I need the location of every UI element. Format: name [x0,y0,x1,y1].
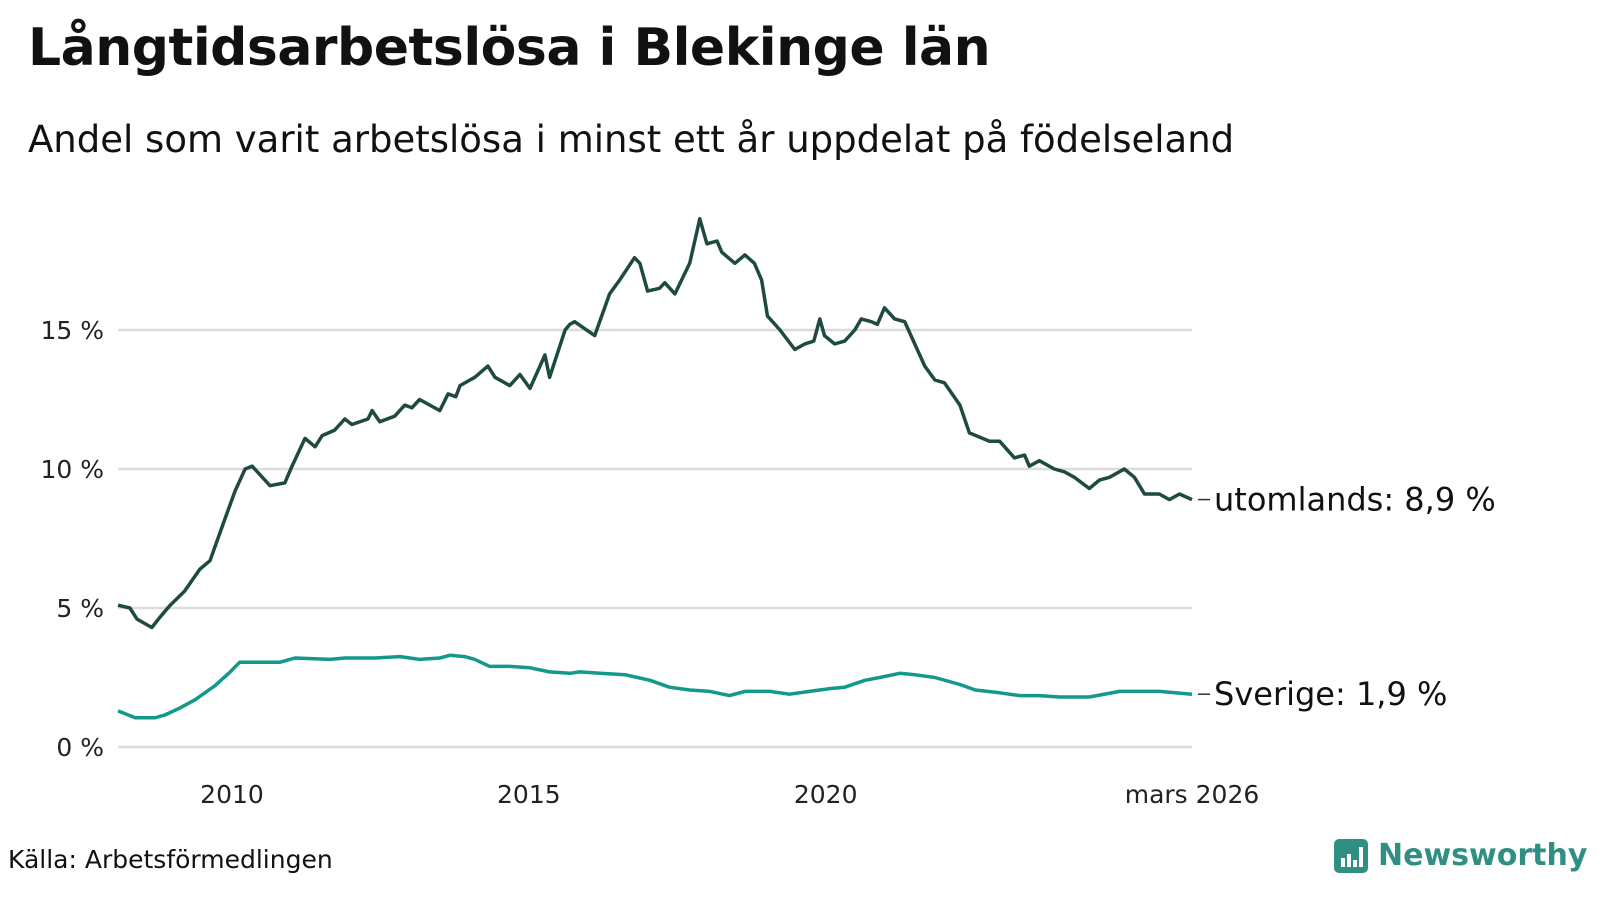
y-tick-label: 10 % [40,455,104,484]
series-end-label: Sverige: 1,9 % [1214,675,1447,713]
x-tick-label: 2015 [497,780,561,809]
series-line-utomlands [117,217,1193,630]
source-note: Källa: Arbetsförmedlingen [8,845,333,874]
series-end-label: utomlands: 8,9 % [1214,481,1496,519]
newsworthy-logo: Newsworthy [1334,838,1587,873]
x-tick-label: 2010 [200,780,264,809]
series-line-sverige [117,653,1193,720]
y-tick-label: 0 % [56,733,104,762]
chart-subtitle: Andel som varit arbetslösa i minst ett å… [28,118,1235,161]
y-tick-label: 15 % [40,316,104,345]
y-tick-label: 5 % [56,594,104,623]
chart-title: Långtidsarbetslösa i Blekinge län [28,18,991,78]
x-tick-label: mars 2026 [1125,780,1260,809]
x-tick-label: 2020 [794,780,858,809]
bar-chart-icon [1334,838,1368,873]
logo-text: Newsworthy [1378,838,1588,873]
